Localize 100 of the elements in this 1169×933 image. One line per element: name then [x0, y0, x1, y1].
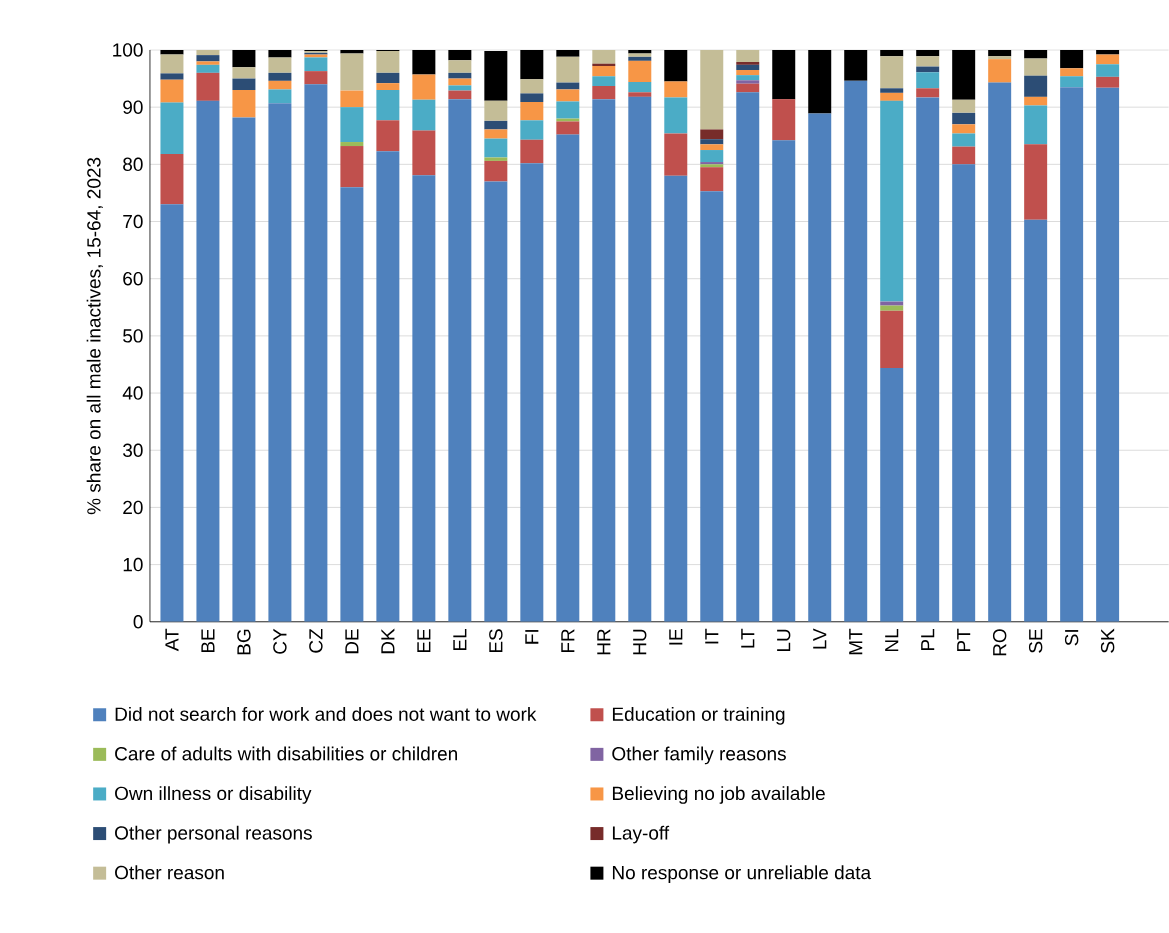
bar: [268, 50, 292, 58]
y-tick-label: 90: [123, 100, 143, 115]
y-tick-label: 0: [133, 615, 143, 629]
bar: [340, 142, 364, 147]
y-axis-title: % share on all male inactives, 15-64, 2023: [86, 158, 103, 515]
bar: [916, 72, 940, 89]
bar: [196, 101, 220, 622]
bar: [196, 50, 220, 56]
bar: [736, 80, 760, 84]
bar: [340, 146, 364, 188]
bar: [520, 93, 544, 103]
x-tick-label: AT: [165, 628, 179, 652]
bar: [412, 50, 436, 75]
y-tick-label: 60: [123, 272, 143, 286]
bar: [556, 134, 580, 622]
legend-label: Did not search for work and does not want to work: [115, 707, 537, 722]
bar: [412, 130, 436, 176]
x-tick-label: CY: [273, 628, 287, 654]
bar: [160, 54, 184, 74]
bar: [1024, 58, 1048, 76]
bar: [1024, 75, 1048, 98]
x-tick-label: HR: [597, 629, 611, 655]
x-tick-label: MT: [849, 628, 863, 655]
bar: [952, 99, 976, 114]
bar: [700, 129, 724, 140]
bar: [700, 139, 724, 145]
bar: [268, 81, 292, 90]
bar: [160, 154, 184, 205]
y-tick-label: 20: [123, 500, 143, 515]
bar: [340, 187, 364, 622]
bar: [520, 79, 544, 94]
bar: [268, 73, 292, 81]
x-tick-label: FI: [525, 630, 539, 644]
y-tick-label: 80: [123, 157, 143, 172]
bar: [412, 175, 436, 622]
x-tick-label: IT: [705, 628, 719, 644]
bar: [484, 129, 508, 139]
bar: [736, 62, 760, 65]
bar: [412, 99, 436, 131]
bar: [376, 51, 400, 73]
x-tick-label: BE: [201, 629, 215, 653]
bar: [340, 90, 364, 108]
bar: [628, 60, 652, 83]
x-tick-label: IE: [669, 629, 683, 645]
bar: [1096, 50, 1120, 55]
bar: [196, 73, 220, 102]
bar: [448, 99, 472, 622]
y-tick-label: 40: [122, 386, 143, 400]
bar: [448, 73, 472, 79]
x-tick-label: SI: [1064, 630, 1079, 646]
legend-label: Other personal reasons: [115, 825, 312, 844]
bar: [304, 84, 328, 622]
bar: [952, 124, 976, 134]
x-tick-label: EE: [417, 629, 431, 653]
bar: [484, 161, 508, 182]
bar: [520, 163, 544, 622]
bar: [664, 97, 688, 134]
bar: [520, 102, 544, 121]
x-tick-label: LT: [741, 628, 755, 648]
bar: [376, 151, 400, 622]
bar: [880, 93, 904, 102]
bar: [484, 157, 508, 162]
legend-label: Care of adults with disabilities or children: [115, 746, 457, 761]
bar: [1060, 50, 1084, 69]
bar: [160, 204, 184, 622]
bar: [520, 139, 544, 164]
x-tick-label: CZ: [309, 629, 323, 653]
x-tick-label: DK: [381, 628, 395, 654]
bar: [160, 79, 184, 103]
bar: [484, 181, 508, 622]
x-tick-label: EL: [453, 629, 467, 651]
bar: [340, 53, 364, 91]
bar: [700, 144, 724, 151]
x-tick-label: SE: [1028, 629, 1043, 653]
bar: [1060, 87, 1084, 622]
bar: [376, 73, 400, 84]
bar: [484, 101, 508, 122]
bar: [844, 50, 868, 81]
bar: [700, 167, 724, 192]
bar: [160, 102, 184, 155]
bar: [376, 120, 400, 152]
x-tick-label: BG: [237, 629, 251, 655]
x-tick-label: LV: [813, 628, 827, 649]
bar: [268, 89, 292, 104]
x-tick-label: DE: [345, 629, 359, 654]
bar: [304, 57, 328, 72]
bar: [592, 76, 616, 87]
bar: [556, 56, 580, 83]
bar: [340, 107, 364, 143]
bar: [196, 64, 220, 73]
bar: [916, 88, 940, 98]
bar: [628, 92, 652, 98]
bar: [952, 133, 976, 147]
bar: [412, 74, 436, 100]
legend-label: Lay-off: [612, 825, 670, 844]
bar: [592, 50, 616, 64]
bar: [736, 75, 760, 81]
bar: [232, 90, 256, 118]
bar: [232, 50, 256, 68]
bar: [772, 140, 796, 622]
